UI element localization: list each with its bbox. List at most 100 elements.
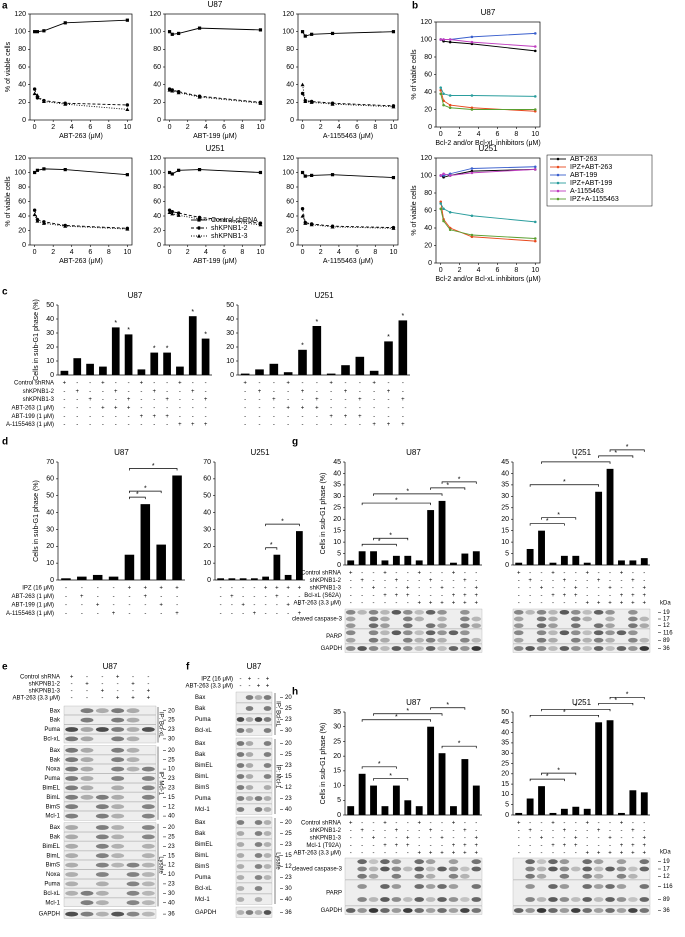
series-line — [302, 31, 394, 37]
bar — [404, 800, 412, 815]
data-point — [533, 49, 537, 53]
condition-sign: - — [65, 586, 67, 592]
condition-sign: - — [541, 571, 543, 577]
significance-mark: * — [114, 320, 117, 327]
blot-band — [245, 763, 254, 768]
y-tick-label: 0 — [505, 812, 509, 819]
significance-mark: * — [458, 476, 461, 483]
condition-sign: - — [140, 389, 142, 395]
y-tick-label: 0 — [428, 260, 432, 267]
series-line — [169, 169, 261, 175]
condition-sign: - — [117, 689, 119, 695]
condition-sign: - — [128, 414, 130, 420]
blot-strip — [512, 628, 651, 644]
condition-sign: - — [140, 405, 142, 411]
condition-sign: + — [528, 828, 532, 834]
blot-band — [593, 873, 604, 879]
condition-sign: - — [205, 381, 207, 387]
y-tick-label: 10 — [501, 791, 509, 798]
condition-sign: + — [475, 843, 479, 849]
blot-band — [402, 630, 413, 636]
significance-mark: * — [395, 497, 398, 504]
data-point — [125, 107, 130, 111]
bar — [538, 530, 545, 565]
bar — [438, 753, 446, 815]
bar — [156, 544, 166, 580]
condition-sign: - — [302, 381, 304, 387]
kda-value: 23 — [168, 785, 175, 791]
significance-bracket — [265, 523, 300, 527]
blot-band — [536, 646, 547, 651]
blot-band — [559, 908, 570, 913]
blot-band — [126, 881, 140, 887]
series-line — [34, 168, 128, 176]
condition-sign: - — [373, 828, 375, 834]
condition-sign: + — [175, 611, 179, 617]
blot-strip — [235, 816, 273, 828]
data-point — [448, 228, 452, 232]
blot-band — [368, 908, 379, 913]
significance-mark: * — [557, 512, 560, 519]
bar — [60, 370, 69, 375]
y-tick-label: 20 — [286, 227, 294, 234]
condition-sign: - — [273, 405, 275, 411]
condition-sign: + — [383, 843, 387, 849]
condition-sign: - — [63, 389, 65, 395]
y-tick-label: 0 — [157, 117, 161, 124]
bar — [176, 366, 184, 375]
blot-band — [616, 884, 627, 889]
blot-band — [80, 785, 94, 791]
condition-sign: - — [350, 843, 352, 849]
kda-value: 17 — [663, 617, 670, 623]
condition-sign: + — [429, 851, 433, 857]
blot-band — [582, 616, 593, 622]
blot-band — [616, 866, 627, 872]
kda-value: 17 — [663, 867, 670, 873]
bar — [618, 560, 625, 565]
significance-bracket — [430, 487, 466, 490]
bar — [228, 578, 236, 580]
blot-band — [536, 610, 547, 615]
blot-band — [437, 866, 447, 872]
blot-band — [126, 757, 140, 763]
blot-band — [95, 911, 109, 917]
blot-band — [111, 825, 125, 830]
condition-sign: - — [373, 601, 375, 607]
blot-band — [548, 623, 558, 629]
condition-sign: - — [76, 422, 78, 428]
condition-sign: - — [529, 821, 531, 827]
blot-band — [254, 807, 263, 812]
condition-sign: + — [144, 594, 148, 600]
condition-label: ABT-199 (1 μM) — [12, 414, 54, 420]
blot-band — [141, 862, 155, 868]
condition-sign: - — [598, 821, 600, 827]
blot-band — [111, 708, 125, 714]
condition-sign: - — [179, 414, 181, 420]
data-point — [310, 32, 314, 36]
condition-sign: - — [153, 405, 155, 411]
x-tick-label: 8 — [514, 131, 518, 138]
condition-sign: + — [301, 405, 305, 411]
condition-sign: - — [220, 603, 222, 609]
condition-sign: - — [86, 689, 88, 695]
blot-band — [245, 741, 254, 746]
condition-sign: + — [243, 381, 247, 387]
data-point — [533, 165, 537, 169]
x-tick-label: 4 — [70, 249, 74, 256]
condition-sign: - — [102, 397, 104, 403]
blot-band — [471, 623, 482, 629]
condition-sign: + — [608, 836, 612, 842]
blot-band — [582, 610, 593, 615]
x-tick-label: 8 — [107, 249, 111, 256]
y-tick-label: 20 — [18, 99, 26, 106]
condition-sign: - — [402, 414, 404, 420]
y-tick-label: 45 — [501, 719, 509, 726]
condition-label: Control shRNA — [301, 821, 341, 827]
blot-strip — [63, 841, 157, 851]
condition-sign: - — [418, 828, 420, 834]
blot-band — [414, 897, 425, 902]
condition-sign: - — [132, 689, 134, 695]
data-point — [448, 94, 452, 97]
blot-band — [236, 785, 245, 790]
condition-sign: + — [406, 843, 410, 849]
